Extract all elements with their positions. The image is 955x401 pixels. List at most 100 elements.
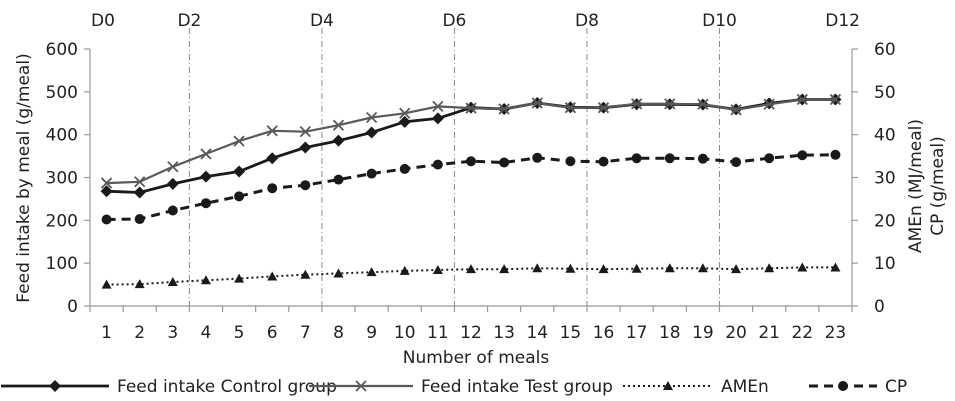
data-point	[631, 263, 642, 273]
data-point	[366, 168, 377, 179]
data-point	[499, 157, 510, 168]
series-feed-intake-test-group	[100, 93, 842, 189]
data-point	[167, 277, 178, 287]
x-tick-label: 21	[758, 323, 780, 343]
y-ticks-left: 0 100 200 300 400 500 600	[46, 40, 90, 317]
y-tick-left-label: 200	[46, 211, 78, 231]
y-tick-right-label: 40	[874, 126, 896, 146]
data-point	[399, 163, 410, 174]
day-marker-label: D0	[91, 11, 115, 31]
data-point	[466, 156, 476, 167]
data-point	[764, 263, 775, 273]
series-line	[106, 266, 836, 286]
data-point	[399, 265, 410, 275]
data-point	[234, 191, 245, 202]
data-point	[565, 263, 576, 273]
x-tick-label: 19	[692, 323, 714, 343]
data-point	[332, 119, 345, 131]
data-point	[200, 275, 211, 285]
y-axis-title-right-cp: CP (g/meal)	[928, 136, 948, 235]
y-axis-title-left: Feed intake by meal (g/meal)	[14, 53, 34, 302]
data-point	[532, 152, 543, 163]
x-tick-label: 6	[267, 323, 278, 343]
data-point	[166, 177, 179, 190]
data-point	[565, 156, 576, 167]
data-point	[100, 185, 113, 198]
data-point	[830, 149, 841, 160]
x-tick-label: 15	[560, 323, 582, 343]
data-point	[664, 98, 676, 110]
data-point	[399, 107, 411, 119]
data-point	[234, 273, 245, 283]
data-point	[300, 269, 311, 279]
data-point	[398, 115, 411, 128]
x-tick-label: 1	[101, 323, 112, 343]
data-point	[133, 186, 146, 199]
x-ticks: 1 2 3 4 5 6 7 8 9 10 11 12 13 14 15 16 17 18 19 20 21 22 23	[89, 306, 853, 343]
series-line	[106, 153, 836, 221]
x-tick-label: 5	[234, 323, 245, 343]
data-point	[466, 264, 476, 274]
data-point	[233, 165, 246, 178]
data-point	[266, 125, 278, 137]
data-point	[332, 134, 345, 147]
y-tick-left-label: 300	[46, 169, 78, 189]
x-tick-label: 14	[526, 323, 548, 343]
y-tick-right-label: 0	[874, 297, 885, 317]
y-tick-right-label: 10	[874, 254, 896, 274]
data-point	[167, 205, 178, 216]
data-point	[233, 135, 245, 147]
y-tick-right-label: 50	[874, 83, 896, 103]
y-tick-left-label: 500	[46, 83, 78, 103]
legend-item: AMEn	[623, 377, 769, 397]
data-point	[697, 98, 709, 110]
data-point	[200, 198, 211, 209]
y-tick-left-label: 0	[67, 297, 78, 317]
data-point	[631, 98, 643, 110]
x-tick-label: 7	[300, 323, 311, 343]
day-markers: D0 D2 D4 D6 D8 D10 D12	[91, 11, 860, 306]
y-tick-right-label: 20	[874, 211, 896, 231]
data-point	[499, 264, 510, 274]
legend-swatch-marker	[838, 381, 848, 391]
y-tick-right-label: 30	[874, 169, 896, 189]
data-point	[101, 279, 112, 289]
y-tick-left-label: 400	[46, 126, 78, 146]
data-point	[564, 102, 577, 114]
x-tick-label: 18	[659, 323, 681, 343]
data-point	[200, 148, 212, 160]
data-point	[764, 153, 775, 164]
y-tick-left-label: 600	[46, 40, 78, 60]
x-tick-label: 22	[791, 323, 813, 343]
x-tick-label: 3	[167, 323, 178, 343]
data-point	[432, 159, 443, 170]
data-point	[267, 271, 278, 281]
legend-item: Feed intake Test group	[309, 377, 613, 397]
legend-label: Feed intake Control group	[117, 377, 337, 397]
legend-swatch-marker	[355, 380, 367, 392]
legend-swatch-marker	[49, 380, 61, 392]
day-marker-label: D4	[310, 11, 334, 31]
data-point	[365, 126, 378, 139]
legend-item: CP	[809, 377, 907, 397]
data-point	[631, 153, 642, 164]
y-tick-right-label: 60	[874, 40, 896, 60]
data-point	[829, 93, 842, 106]
data-point	[134, 279, 145, 289]
data-point	[432, 265, 443, 275]
data-point	[134, 214, 145, 225]
day-marker-label: D8	[575, 11, 599, 31]
legend-label: Feed intake Test group	[421, 377, 613, 397]
day-marker-label: D2	[177, 11, 201, 31]
legend-swatch-marker	[663, 381, 673, 390]
data-point	[267, 183, 278, 194]
data-point	[664, 153, 675, 164]
data-point	[300, 180, 311, 191]
data-point	[498, 103, 510, 115]
x-tick-label: 2	[134, 323, 145, 343]
data-point	[199, 170, 212, 183]
x-tick-label: 12	[460, 323, 482, 343]
y-axis-title-right-amen: AMEn (MJ/meal)	[906, 119, 926, 253]
data-point	[731, 264, 742, 274]
